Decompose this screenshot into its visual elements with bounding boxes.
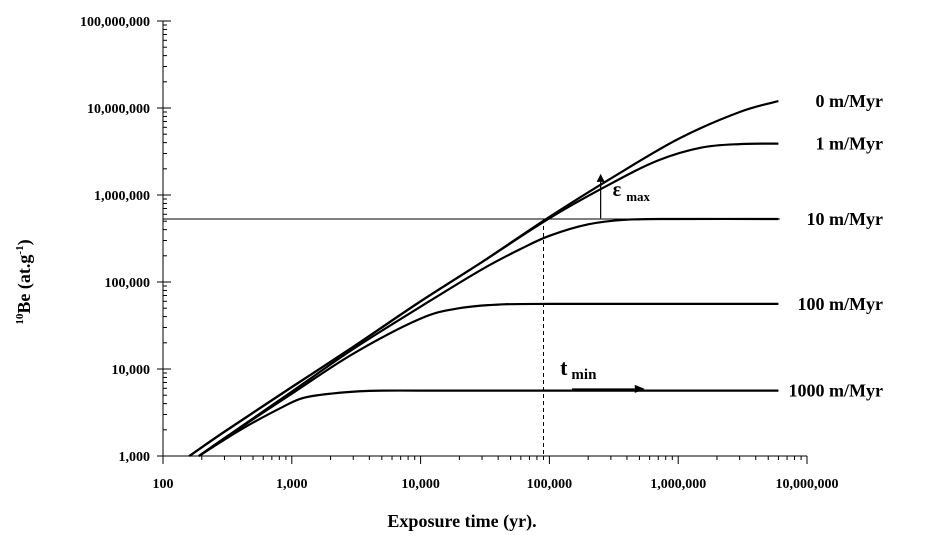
y-axis-title-main: Be (at.g — [14, 255, 35, 314]
epsilon-subscript: max — [626, 189, 650, 204]
y-tick-label: 1,000,000 — [94, 189, 150, 204]
x-tick-label: 1,000 — [276, 477, 308, 492]
tmin-symbol: t — [560, 355, 568, 380]
x-tick-label: 10,000,000 — [776, 477, 839, 492]
series-label: 100 m/Myr — [798, 294, 883, 314]
y-axis-title: 10Be (at.g-1) — [14, 239, 35, 324]
x-tick-label: 10,000 — [401, 477, 440, 492]
series-curve — [198, 217, 779, 457]
series-curve — [198, 302, 779, 457]
y-tick-label: 10,000 — [112, 363, 151, 378]
y-tick-label: 100,000,000 — [80, 15, 150, 30]
x-tick-label: 100,000 — [527, 477, 573, 492]
y-axis-title-exponent: -1 — [14, 245, 26, 254]
tick-labels: 100 1,000 10,000 100,000 1,000,000 10,000,000… — [80, 15, 839, 492]
series-curves — [188, 100, 779, 457]
x-axis-title: Exposure time (yr). — [387, 511, 536, 532]
x-tick-label: 1,000,000 — [650, 477, 706, 492]
epsilon-symbol: ε — [613, 179, 622, 201]
y-tick-label: 10,000,000 — [87, 102, 150, 117]
y-tick-label: 100,000 — [105, 276, 151, 291]
tmin-subscript: min — [571, 367, 597, 383]
series-labels: 0 m/Myr 1 m/Myr 10 m/Myr 100 m/Myr 1000 m/My… — [789, 91, 883, 400]
annotations: ε max t min — [560, 173, 651, 393]
series-label: 0 m/Myr — [816, 91, 883, 111]
series-label: 10 m/Myr — [807, 209, 883, 229]
tick-marks — [157, 20, 808, 464]
series-curve — [198, 389, 779, 457]
epsilon-max-label: ε max — [613, 179, 651, 204]
series-curve — [188, 142, 779, 457]
series-label: 1000 m/Myr — [789, 381, 883, 401]
y-axis-title-superscript: 10 — [14, 313, 26, 325]
x-tick-label: 100 — [153, 477, 174, 492]
axes — [162, 21, 807, 457]
series-label: 1 m/Myr — [816, 134, 883, 154]
y-tick-label: 1,000 — [119, 450, 151, 465]
tmin-label: t min — [560, 355, 597, 383]
y-axis-title-suffix: ) — [14, 239, 35, 245]
epsilon-arrow-head — [596, 173, 605, 182]
tmin-arrow-head — [634, 384, 645, 393]
